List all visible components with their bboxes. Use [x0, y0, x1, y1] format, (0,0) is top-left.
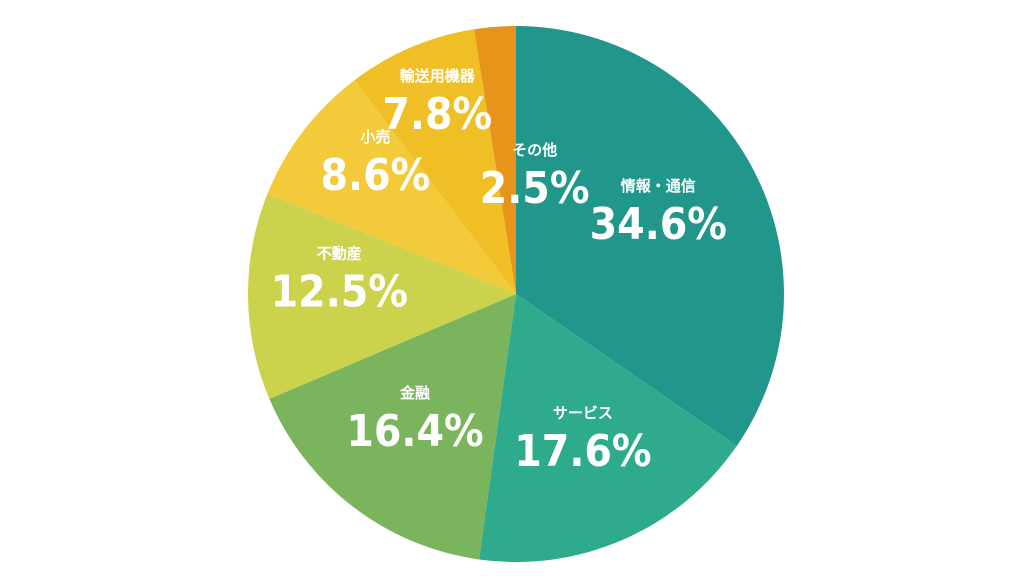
pie-slice — [474, 26, 516, 294]
slice-category-label: 輸送用機器 — [400, 67, 476, 85]
slice-category-label: 情報・通信 — [621, 177, 696, 195]
slice-value-label: 17.6% — [514, 426, 651, 477]
pie-labels: 情報・通信 34.6% サービス 17.6% 金融 16.4% 不動産 12.5% 小売 8.6%… — [271, 67, 727, 477]
pie-slices — [247, 26, 785, 562]
slice-category-label: 小売 — [360, 128, 390, 146]
pie-slice — [247, 193, 516, 399]
slice-value-label: 2.5% — [480, 163, 590, 214]
pie-slice — [267, 80, 516, 294]
slice-value-label: 8.6% — [321, 150, 431, 201]
pie-slice — [354, 29, 516, 295]
slice-category-label: サービス — [553, 404, 613, 422]
slice-category-label: 不動産 — [317, 244, 362, 262]
slice-category-label: 金融 — [399, 384, 430, 402]
pie-slice — [516, 26, 785, 447]
slice-category-label: その他 — [512, 141, 557, 159]
pie-slice — [269, 294, 516, 560]
slice-value-label: 7.8% — [382, 89, 492, 140]
slice-value-label: 16.4% — [346, 406, 483, 457]
slice-value-label: 34.6% — [590, 199, 727, 250]
pie-slice — [479, 294, 737, 562]
slice-value-label: 12.5% — [271, 266, 408, 317]
